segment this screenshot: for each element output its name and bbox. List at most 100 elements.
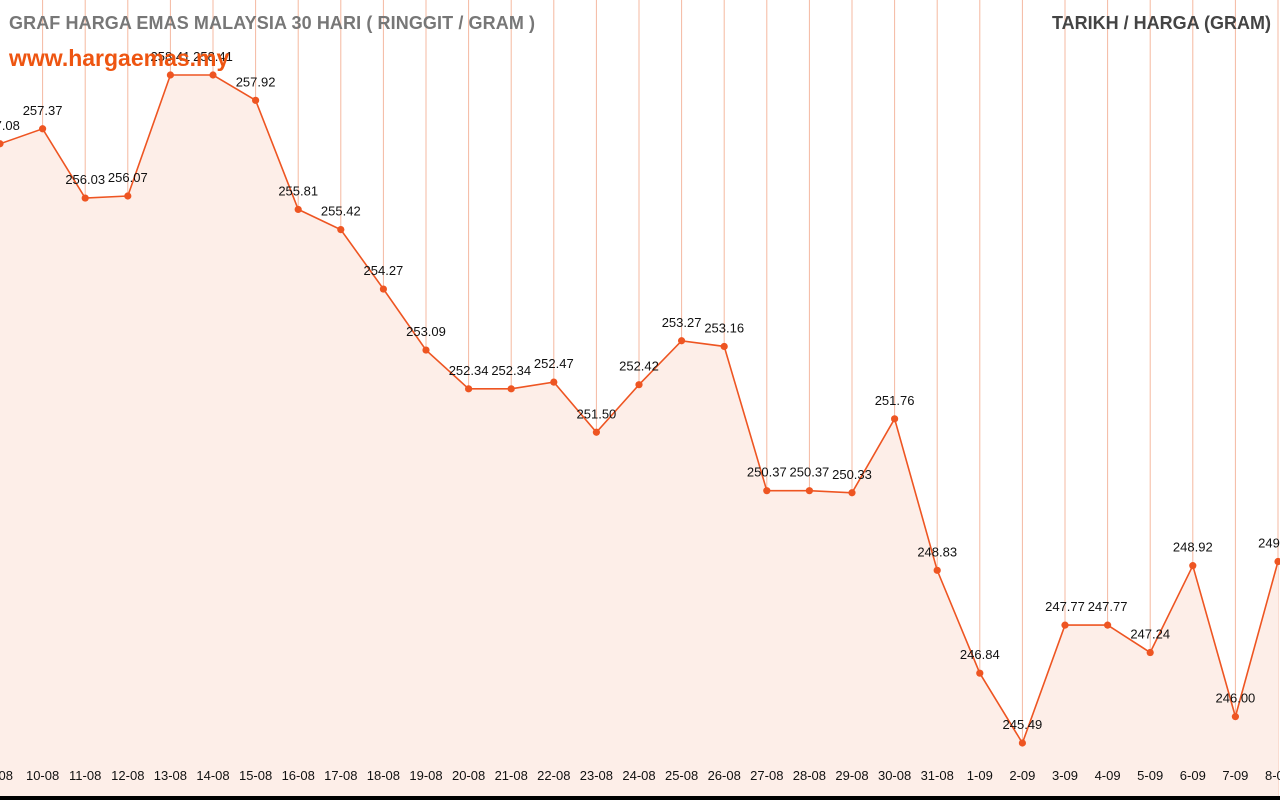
value-labels: 257.08257.37256.03256.07258.41258.41257.…: [0, 49, 1280, 732]
value-label: 250.37: [747, 465, 787, 480]
data-point: [550, 378, 558, 386]
x-tick-label: 17-08: [324, 768, 357, 783]
data-point: [252, 96, 260, 104]
data-point: [763, 487, 771, 495]
x-tick-label: 26-08: [708, 768, 741, 783]
data-point: [678, 337, 686, 345]
value-label: 254.27: [364, 263, 404, 278]
x-tick-label: 21-08: [495, 768, 528, 783]
x-tick-label: 8-09: [1265, 768, 1280, 783]
value-label: 252.34: [491, 363, 531, 378]
data-point: [976, 669, 984, 677]
x-tick-label: 25-08: [665, 768, 698, 783]
value-label: 247.24: [1130, 627, 1170, 642]
x-tick-label: 16-08: [282, 768, 315, 783]
x-tick-label: 9-08: [0, 768, 13, 783]
x-tick-label: 12-08: [111, 768, 144, 783]
value-label: 256.03: [65, 172, 105, 187]
x-tick-label: 13-08: [154, 768, 187, 783]
x-tick-label: 24-08: [622, 768, 655, 783]
x-tick-label: 11-08: [69, 768, 101, 783]
value-label: 245.49: [1003, 717, 1043, 732]
data-point: [124, 192, 132, 200]
data-point: [379, 285, 387, 293]
data-point: [465, 385, 473, 393]
bottom-bar: [0, 796, 1280, 800]
data-point: [337, 225, 345, 234]
data-point: [891, 415, 899, 423]
x-tick-label: 19-08: [409, 768, 442, 783]
value-label: 253.09: [406, 324, 446, 339]
value-label: 257.37: [23, 103, 63, 118]
data-point: [805, 487, 814, 495]
x-tick-label: 6-09: [1180, 768, 1206, 783]
value-label: 258.41: [193, 49, 233, 64]
x-tick-label: 2-09: [1009, 768, 1035, 783]
value-label: 248.92: [1173, 540, 1213, 555]
value-label: 246.84: [960, 647, 1000, 662]
data-point: [39, 125, 47, 133]
data-point: [1104, 621, 1112, 629]
data-points: [0, 71, 1280, 747]
x-tick-label: 20-08: [452, 768, 485, 783]
website-link[interactable]: www.hargaemas.my: [9, 45, 230, 71]
x-tick-label: 10-08: [26, 768, 59, 783]
data-point: [166, 71, 174, 79]
data-point: [848, 489, 856, 497]
value-label: 251.76: [875, 393, 915, 408]
x-tick-label: 30-08: [878, 768, 911, 783]
data-point: [0, 140, 4, 148]
value-label: 252.34: [449, 363, 489, 378]
x-tick-label: 27-08: [750, 768, 783, 783]
value-label: 255.81: [278, 183, 318, 198]
data-point: [209, 71, 217, 79]
x-tick-label: 1-09: [967, 768, 993, 783]
data-point: [1018, 739, 1026, 747]
data-point: [1061, 621, 1069, 629]
value-label: 253.27: [662, 315, 702, 330]
value-label: 256.07: [108, 170, 148, 185]
value-label: 252.42: [619, 359, 659, 374]
data-point: [933, 566, 941, 574]
value-label: 247.77: [1088, 599, 1128, 614]
data-point: [1189, 562, 1197, 570]
data-point: [422, 346, 430, 354]
x-tick-label: 29-08: [835, 768, 868, 783]
x-tick-label: 14-08: [196, 768, 229, 783]
data-point: [81, 194, 89, 202]
x-tick-label: 31-08: [921, 768, 954, 783]
value-label: 248.83: [917, 544, 957, 559]
x-tick-label: 3-09: [1052, 768, 1078, 783]
x-tick-label: 23-08: [580, 768, 613, 783]
data-point: [1231, 713, 1239, 721]
value-label: 253.16: [704, 320, 744, 335]
data-point: [507, 385, 515, 393]
value-label: 250.33: [832, 467, 872, 482]
value-label: 257.08: [0, 118, 20, 133]
x-tick-label: 15-08: [239, 768, 272, 783]
chart-title: GRAF HARGA EMAS MALAYSIA 30 HARI ( RINGG…: [9, 13, 536, 33]
value-label: 250.37: [790, 465, 830, 480]
x-tick-label: 18-08: [367, 768, 400, 783]
value-label: 249.00: [1258, 536, 1280, 551]
area-fill: [0, 75, 1278, 796]
x-tick-label: 5-09: [1137, 768, 1163, 783]
x-tick-labels: 9-08 10-08 11-08 12-08 13-08 14-08 15-08 16-08 1…: [0, 768, 1280, 783]
data-point: [635, 381, 643, 389]
data-point: [720, 342, 728, 351]
x-tick-label: 22-08: [537, 768, 570, 783]
value-label: 252.47: [534, 356, 574, 371]
value-label: 246.00: [1216, 691, 1256, 706]
value-label: 247.77: [1045, 599, 1085, 614]
data-point: [1274, 557, 1280, 566]
value-label: 258.41: [151, 49, 191, 64]
data-point: [294, 205, 302, 214]
value-label: 257.92: [236, 74, 276, 89]
x-tick-label: 28-08: [793, 768, 826, 783]
x-tick-label: 4-09: [1095, 768, 1121, 783]
data-point: [592, 428, 601, 436]
x-tick-label: 7-09: [1222, 768, 1248, 783]
value-label: 251.50: [577, 406, 617, 421]
data-point: [1146, 648, 1154, 657]
